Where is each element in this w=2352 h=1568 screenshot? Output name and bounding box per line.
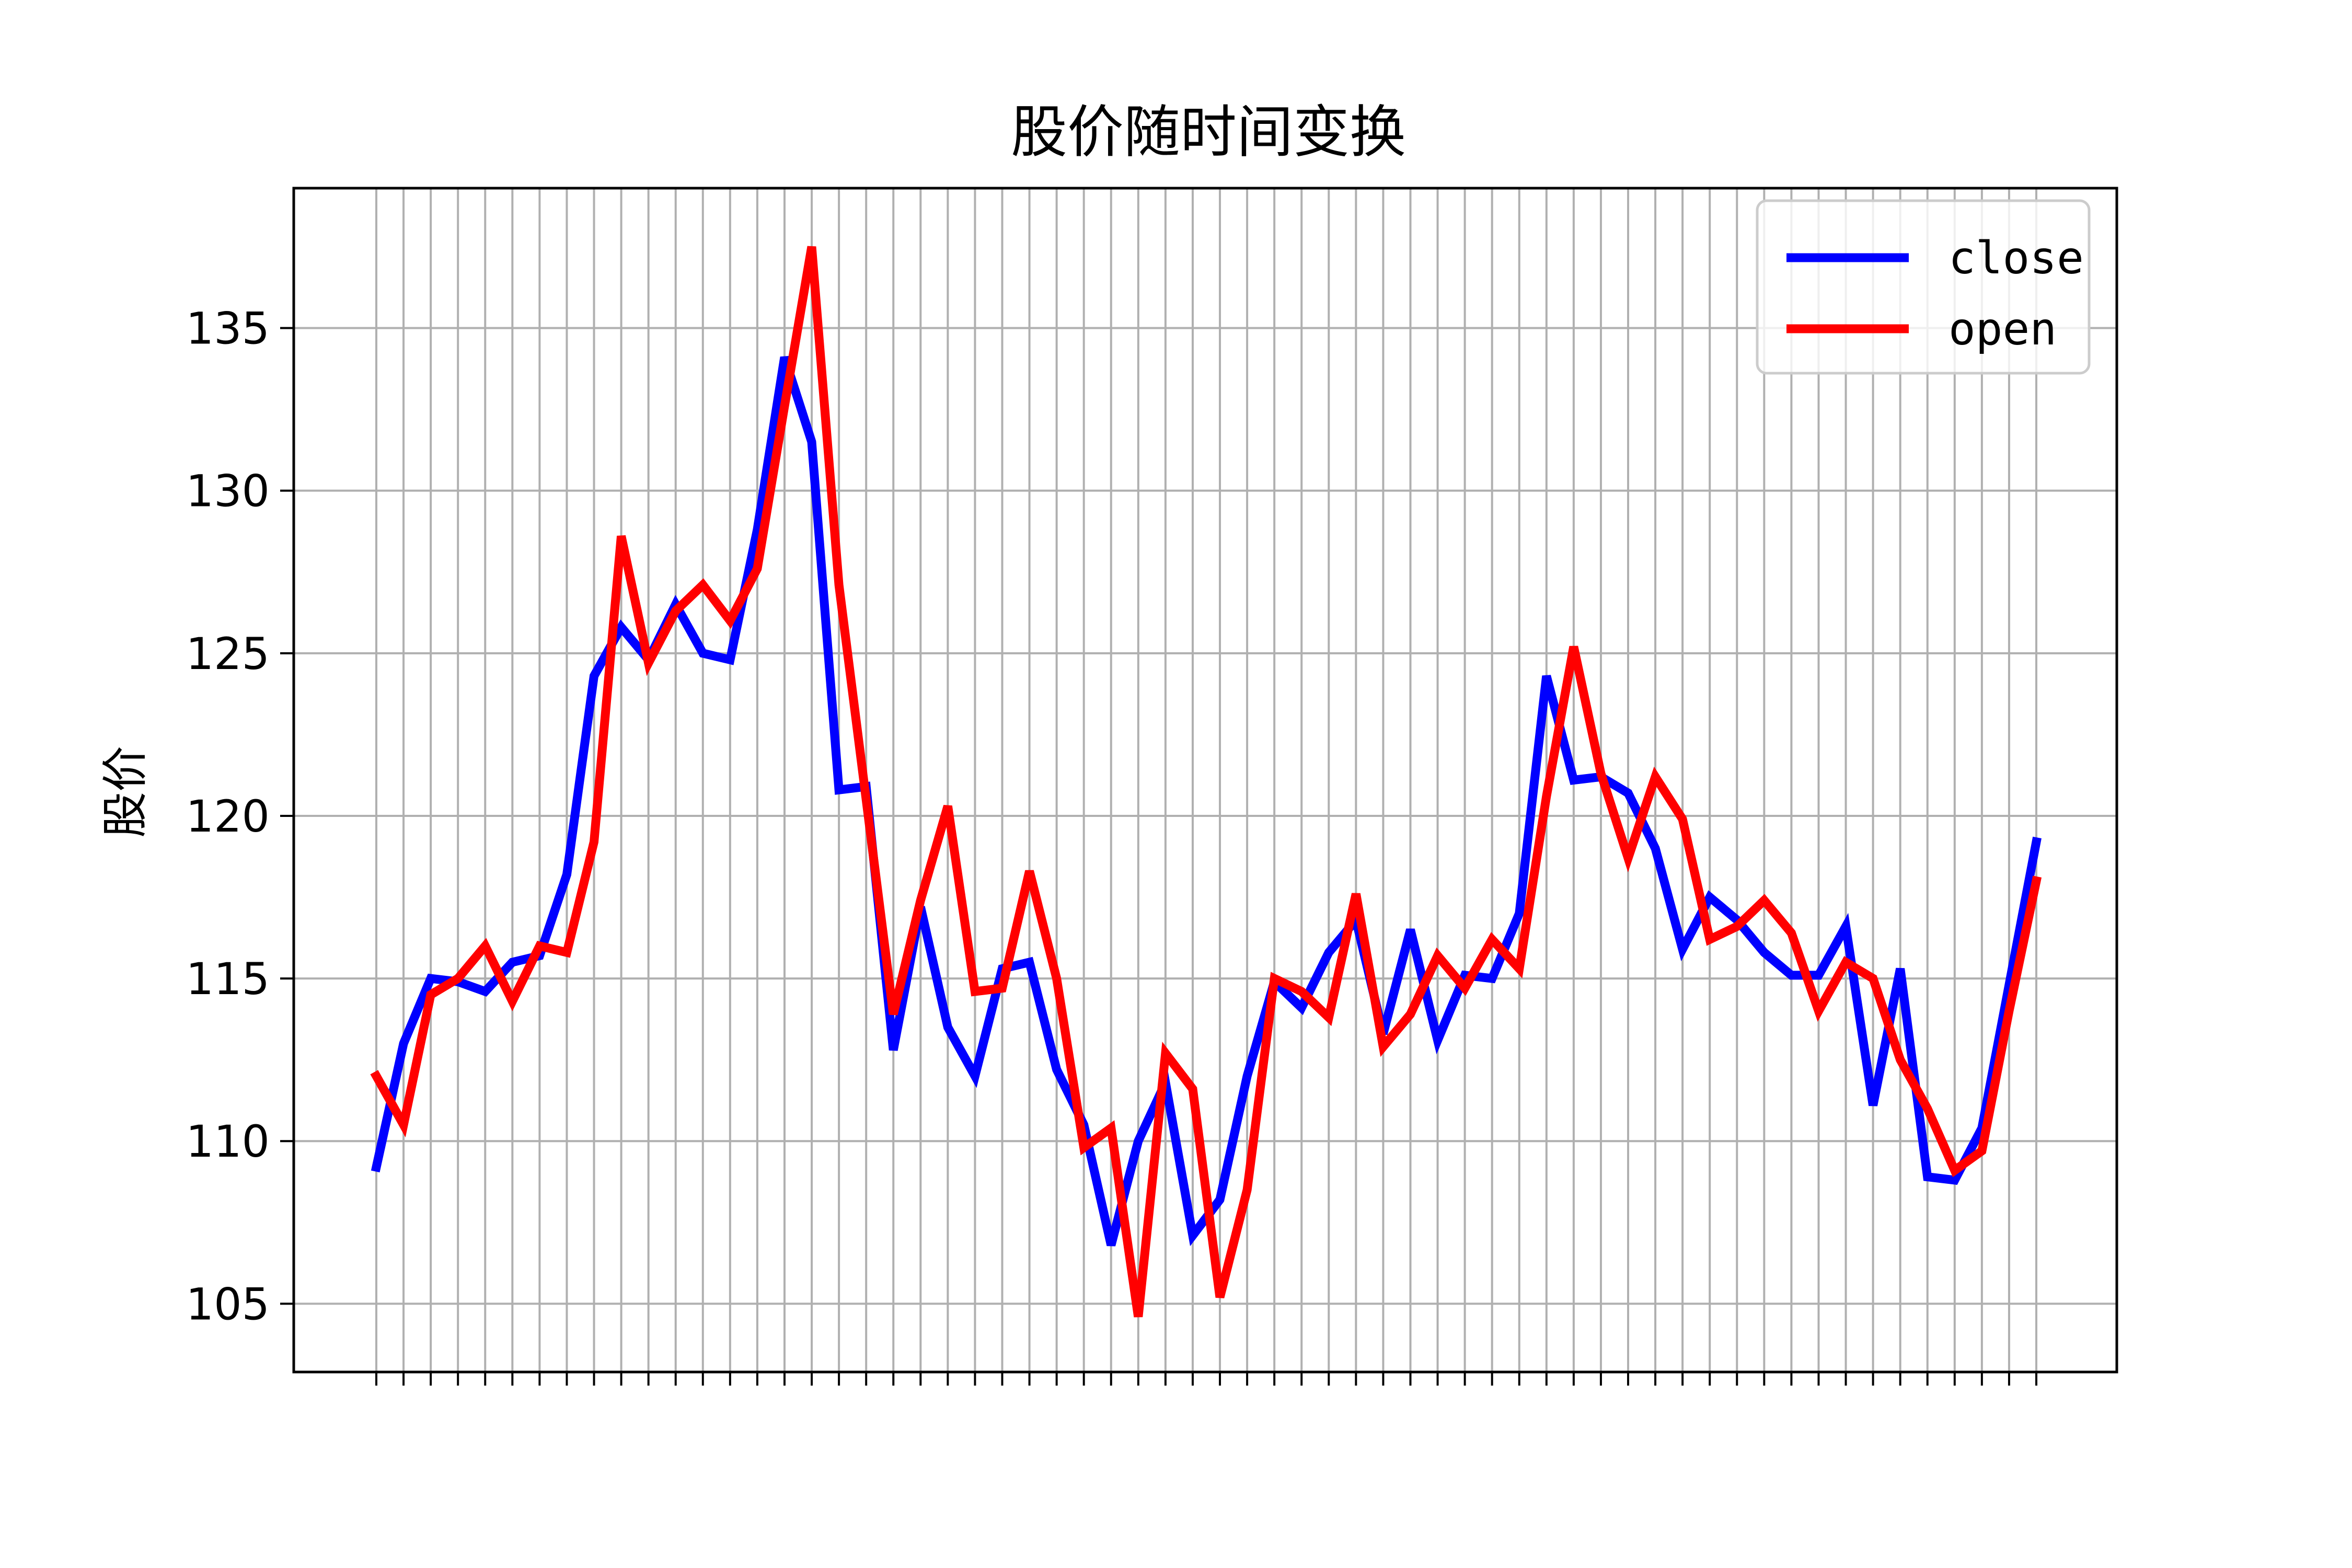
legend: close open: [1756, 199, 2091, 375]
series-lines: [370, 246, 2042, 1318]
y-tick-label: 110: [186, 1116, 270, 1167]
legend-label-open: open: [1949, 303, 2057, 355]
y-axis-label: 股价: [98, 746, 152, 838]
series-line-open: [370, 246, 2042, 1318]
plot-frame: [292, 187, 2118, 1374]
y-tick-label: 135: [186, 303, 270, 354]
x-axis: [375, 1372, 2037, 1386]
y-tick-label: 125: [186, 628, 270, 679]
legend-label-close: close: [1949, 232, 2084, 284]
y-tick-label: 105: [186, 1278, 270, 1330]
y-tick-label: 120: [186, 791, 270, 842]
chart-title: 股价随时间变换: [1011, 100, 1406, 165]
y-axis: 105 110 115 120 125 130 135: [186, 303, 294, 1330]
y-tick-label: 130: [186, 466, 270, 517]
y-tick-label: 115: [186, 953, 270, 1005]
